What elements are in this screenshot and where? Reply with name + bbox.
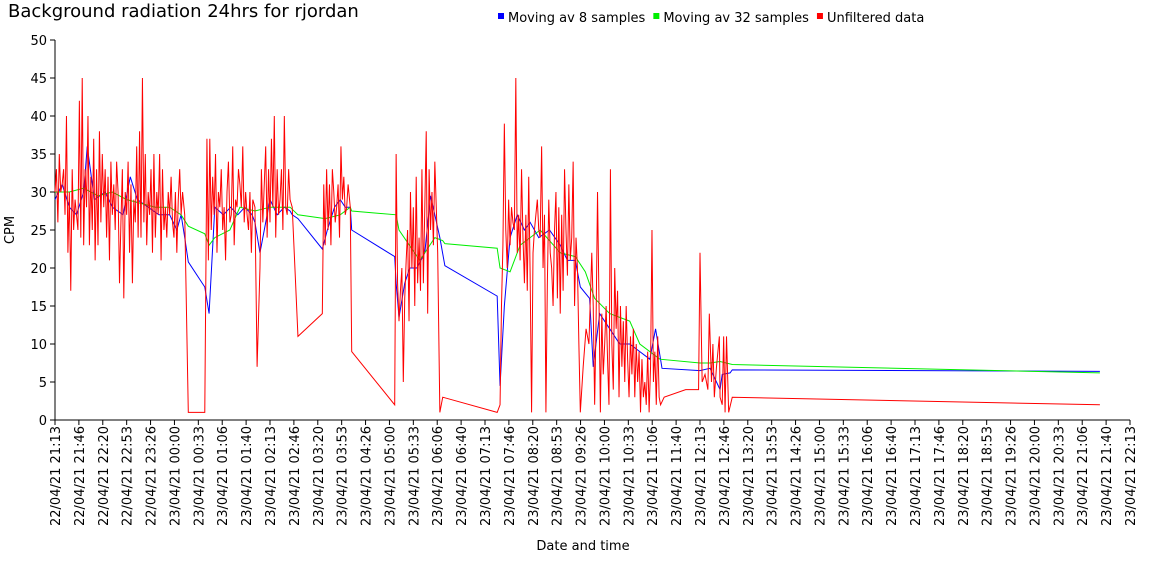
x-tick-label: 23/04/21 03:53 [336, 426, 351, 526]
x-tick-label: 23/04/21 02:46 [288, 426, 303, 526]
x-tick-label: 23/04/21 18:53 [981, 426, 996, 526]
series-line [54, 77, 1100, 414]
x-tick-label: 23/04/21 08:53 [551, 426, 566, 526]
x-tick-label: 23/04/21 00:33 [192, 426, 207, 526]
x-tick-label: 23/04/21 03:20 [312, 426, 327, 526]
x-tick-label: 23/04/21 21:06 [1076, 426, 1091, 526]
legend-label: Unfiltered data [827, 11, 924, 26]
x-tick-label: 23/04/21 02:13 [264, 426, 279, 526]
x-tick-label: 23/04/21 20:00 [1028, 426, 1043, 526]
legend-label: Moving av 32 samples [663, 11, 809, 26]
x-tick-label: 23/04/21 11:40 [670, 426, 685, 526]
x-tick-label: 23/04/21 17:13 [909, 426, 924, 526]
x-tick-label: 22/04/21 21:13 [49, 426, 64, 526]
x-tick-label: 23/04/21 18:20 [957, 426, 972, 526]
x-tick-label: 23/04/21 10:33 [622, 426, 637, 526]
x-tick-label: 23/04/21 08:20 [527, 426, 542, 526]
y-tick-label: 0 [39, 414, 47, 429]
x-tick-label: 23/04/21 05:00 [383, 426, 398, 526]
x-tick-label: 22/04/21 22:20 [97, 426, 112, 526]
x-tick-label: 23/04/21 16:06 [861, 426, 876, 526]
x-tick-label: 23/04/21 01:40 [240, 426, 255, 526]
x-tick-label: 23/04/21 01:06 [216, 426, 231, 526]
x-tick-label: 23/04/21 09:26 [575, 426, 590, 526]
x-tick-label: 22/04/21 21:46 [73, 426, 88, 526]
y-tick-label: 10 [30, 338, 47, 353]
x-tick-label: 23/04/21 22:13 [1124, 426, 1139, 526]
x-tick-label: 23/04/21 13:53 [766, 426, 781, 526]
x-tick-label: 23/04/21 13:20 [742, 426, 757, 526]
x-tick-label: 23/04/21 17:46 [933, 426, 948, 526]
y-tick-label: 5 [39, 376, 47, 391]
legend-label: Moving av 8 samples [508, 11, 646, 26]
y-tick-label: 30 [30, 186, 47, 201]
y-tick-label: 40 [30, 110, 47, 125]
x-tick-label: 23/04/21 21:40 [1100, 426, 1115, 526]
x-tick-label: 23/04/21 12:13 [694, 426, 709, 526]
x-tick-label: 23/04/21 05:33 [407, 426, 422, 526]
y-tick-label: 35 [30, 148, 47, 163]
x-tick-label: 23/04/21 04:26 [360, 426, 375, 526]
x-tick-label: 23/04/21 10:00 [598, 426, 613, 526]
legend-swatch [653, 13, 660, 19]
x-tick-label: 23/04/21 16:40 [885, 426, 900, 526]
x-tick-label: 23/04/21 14:26 [790, 426, 805, 526]
y-tick-label: 50 [30, 34, 47, 49]
x-tick-label: 23/04/21 20:33 [1052, 426, 1067, 526]
y-tick-label: 25 [30, 224, 47, 239]
x-tick-label: 22/04/21 23:26 [145, 426, 160, 526]
legend-swatch [816, 13, 823, 19]
legend: Moving av 8 samples Moving av 32 samples U… [498, 11, 924, 26]
y-tick-label: 45 [30, 72, 47, 87]
x-tick-label: 23/04/21 12:46 [718, 426, 733, 526]
x-tick-label: 23/04/21 07:46 [503, 426, 518, 526]
x-tick-label: 23/04/21 06:40 [455, 426, 470, 526]
x-tick-label: 23/04/21 11:06 [646, 426, 661, 526]
x-tick-label: 22/04/21 22:53 [121, 426, 136, 526]
y-tick-label: 15 [30, 300, 47, 315]
x-tick-label: 23/04/21 15:33 [837, 426, 852, 526]
x-tick-label: 23/04/21 19:26 [1005, 426, 1020, 526]
x-axis-title: Date and time [536, 539, 629, 554]
y-tick-label: 20 [30, 262, 47, 277]
x-tick-label: 23/04/21 07:13 [479, 426, 494, 526]
x-tick-label: 23/04/21 06:06 [431, 426, 446, 526]
x-tick-label: 23/04/21 00:00 [168, 426, 183, 526]
legend-swatch [498, 13, 504, 19]
x-tick-label: 23/04/21 15:00 [813, 426, 828, 526]
y-axis-title: CPM [3, 216, 18, 244]
chart-title: Background radiation 24hrs for rjordan [8, 1, 359, 22]
